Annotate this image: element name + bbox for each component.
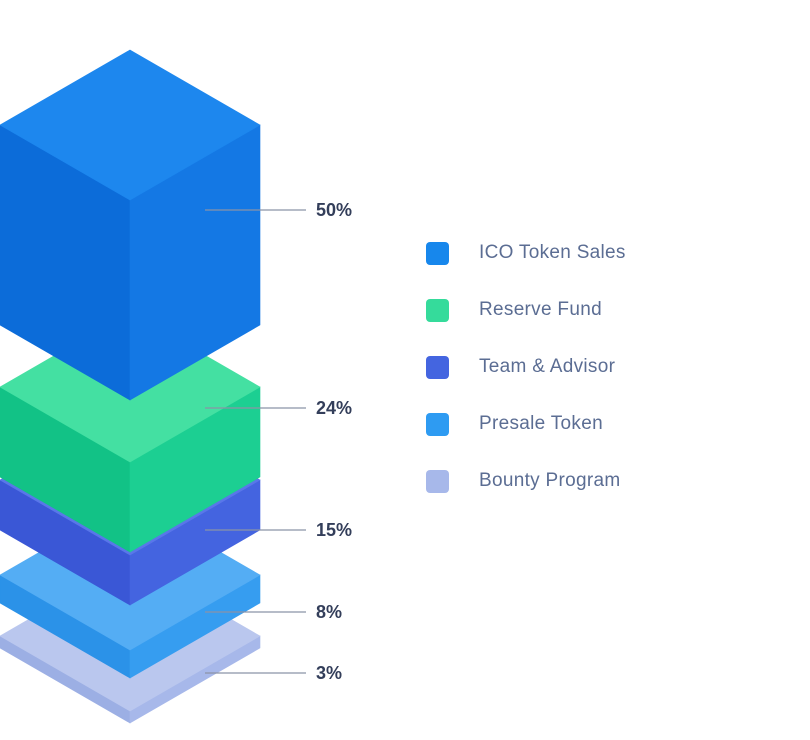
stack-layer-ico-token-sales xyxy=(0,49,261,401)
legend-item-presale-token: Presale Token xyxy=(426,412,626,436)
legend-swatch-team-advisor xyxy=(426,355,449,379)
value-label-bounty-program: 3% xyxy=(316,663,342,683)
legend-item-ico-token-sales: ICO Token Sales xyxy=(426,241,626,265)
value-label-team-advisor: 15% xyxy=(316,520,352,540)
legend-swatch-presale-token xyxy=(426,412,449,436)
value-label-ico-token-sales: 50% xyxy=(316,200,352,220)
legend-label: Reserve Fund xyxy=(479,299,602,320)
isometric-stack-chart: 50% 24% 15% 8% 3% xyxy=(0,49,352,724)
legend-label: Team & Advisor xyxy=(479,356,616,377)
legend-item-team-advisor: Team & Advisor xyxy=(426,355,626,379)
value-label-presale-token: 8% xyxy=(316,602,342,622)
legend: ICO Token Sales Reserve Fund Team & Adviso… xyxy=(426,241,626,493)
value-label-reserve-fund: 24% xyxy=(316,398,352,418)
legend-item-bounty-program: Bounty Program xyxy=(426,469,626,493)
legend-label: ICO Token Sales xyxy=(479,242,626,263)
legend-label: Bounty Program xyxy=(479,470,621,491)
legend-swatch-ico-token-sales xyxy=(426,241,449,265)
legend-swatch-reserve-fund xyxy=(426,298,449,322)
legend-label: Presale Token xyxy=(479,413,603,434)
legend-swatch-bounty-program xyxy=(426,469,449,493)
legend-item-reserve-fund: Reserve Fund xyxy=(426,298,626,322)
